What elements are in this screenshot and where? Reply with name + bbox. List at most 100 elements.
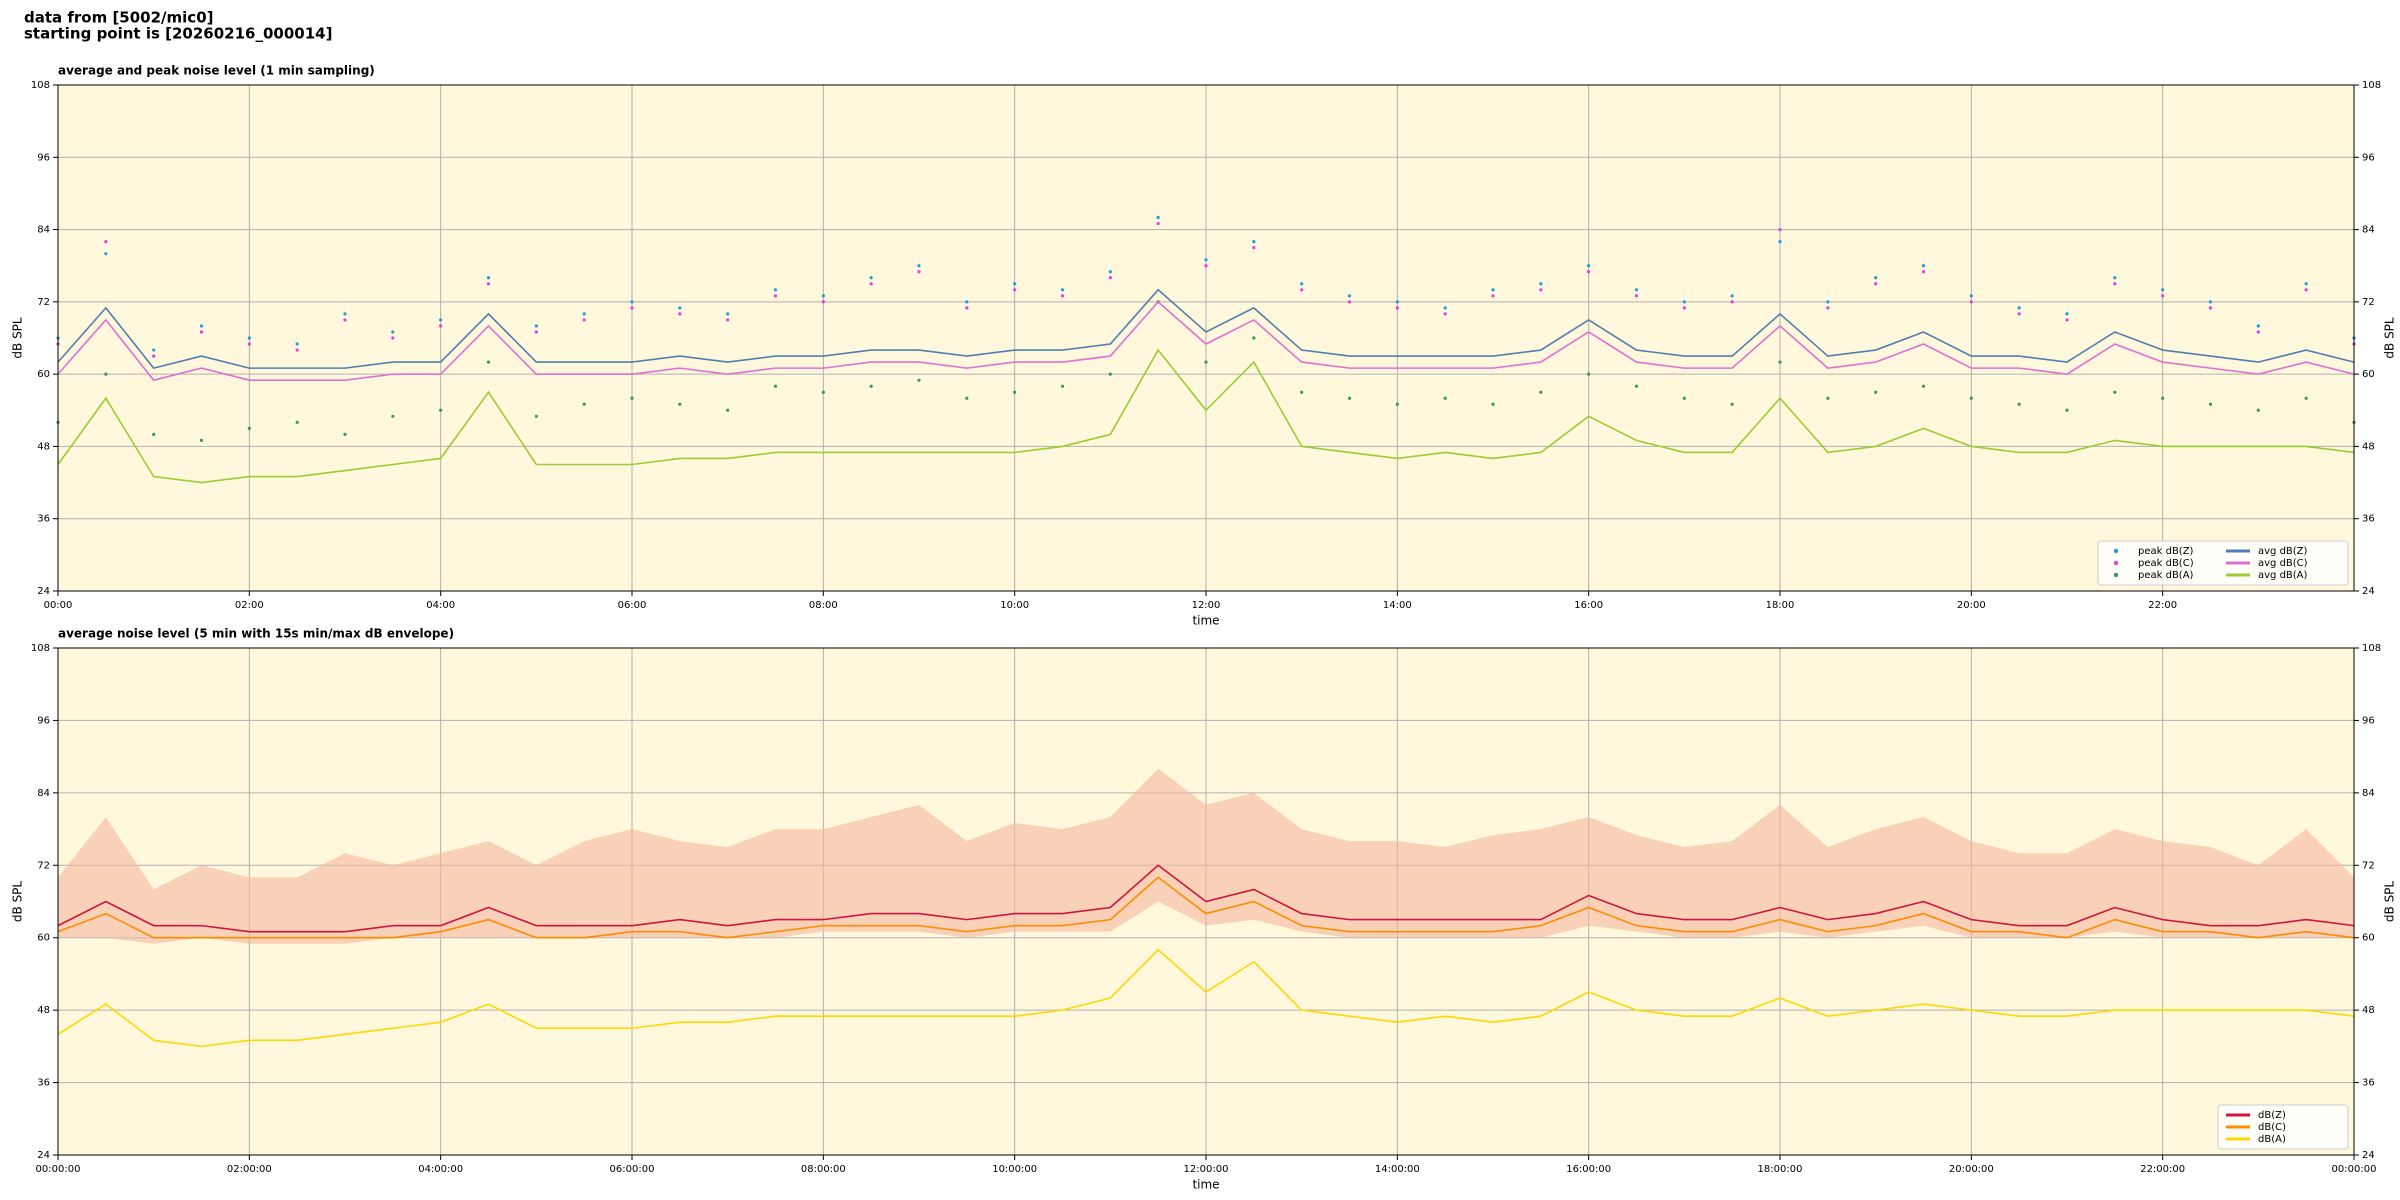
y-tick-label: 36 (37, 514, 50, 525)
series-line (57, 864, 2355, 933)
peak-point (391, 336, 395, 340)
peak-point (1874, 390, 1878, 394)
x-tick-label: 02:00:00 (227, 1164, 272, 1175)
y-tick-label: 60 (37, 933, 50, 944)
y-tick-label: 48 (2362, 441, 2375, 452)
y-tick-label: 36 (2362, 514, 2375, 525)
y-tick-label: 60 (2362, 933, 2375, 944)
peak-point (1300, 288, 1304, 292)
peak-point (821, 300, 825, 304)
peak-point (869, 384, 873, 388)
x-tick-label: 10:00 (1000, 600, 1029, 611)
peak-point (1060, 294, 1065, 298)
x-axis-label: time (1192, 1178, 1219, 1192)
peak-point (582, 312, 586, 316)
peak-point (1013, 390, 1017, 394)
peak-point (1969, 396, 1973, 400)
y-tick-label: 24 (2362, 1150, 2375, 1161)
y-axis-label: dB SPL (2383, 317, 2397, 359)
peak-point (2065, 408, 2069, 412)
legend-label: dB(A) (2258, 1134, 2286, 1145)
peak-point (1587, 264, 1591, 268)
peak-point (152, 348, 156, 352)
peak-point (1778, 240, 1782, 244)
x-tick-label: 12:00 (1192, 600, 1221, 611)
peak-point (678, 312, 682, 316)
peak-point (1443, 312, 1447, 316)
peak-point (439, 318, 443, 322)
y-tick-label: 96 (37, 715, 50, 726)
x-tick-label: 00:00 (44, 600, 73, 611)
peak-point (773, 384, 778, 388)
peak-point (1539, 282, 1543, 286)
y-tick-label: 24 (37, 1150, 50, 1161)
peak-point (869, 282, 873, 286)
peak-point (247, 336, 251, 340)
series-line (57, 300, 2355, 382)
x-tick-label: 14:00 (1383, 600, 1412, 611)
x-tick-label: 16:00 (1574, 600, 1603, 611)
peak-point (1682, 306, 1686, 310)
legend-marker (2113, 572, 2119, 578)
y-tick-label: 60 (2362, 369, 2375, 380)
peak-point (104, 252, 108, 256)
y-tick-label: 36 (2362, 1078, 2375, 1089)
peak-point (1921, 270, 1926, 274)
peak-point (486, 282, 491, 286)
legend-marker (2113, 548, 2119, 554)
peak-point (2161, 294, 2165, 298)
peak-point (1395, 300, 1399, 304)
x-tick-label: 22:00:00 (2140, 1164, 2185, 1175)
peak-point (1730, 300, 1734, 304)
peak-point (486, 360, 491, 364)
y-tick-label: 108 (2362, 643, 2381, 654)
peak-point (1300, 390, 1304, 394)
peak-point (1491, 294, 1495, 298)
legend-label: peak dB(A) (2138, 570, 2194, 581)
peak-point (1347, 396, 1352, 400)
y-tick-label: 72 (37, 297, 50, 308)
peak-point (295, 348, 299, 352)
x-tick-label: 18:00:00 (1758, 1164, 1803, 1175)
series-line (57, 948, 2355, 1048)
peak-point (1013, 282, 1017, 286)
peak-point (2208, 300, 2213, 304)
peak-point (630, 300, 634, 304)
x-tick-label: 22:00 (2148, 600, 2177, 611)
series-line (57, 348, 2355, 484)
y-tick-label: 84 (2362, 225, 2375, 236)
peak-point (391, 330, 395, 334)
x-tick-label: 00:00:00 (36, 1164, 81, 1175)
legend-label: dB(Z) (2258, 1110, 2286, 1121)
peak-point (1730, 402, 1734, 406)
peak-point (152, 354, 156, 358)
peak-point (1204, 258, 1208, 262)
peak-point (2256, 408, 2260, 412)
peak-point (2208, 306, 2213, 310)
legend-label: peak dB(C) (2138, 558, 2194, 569)
peak-point (343, 312, 347, 316)
y-tick-label: 72 (37, 860, 50, 871)
peak-point (1252, 240, 1256, 244)
legend-label: avg dB(C) (2258, 558, 2308, 569)
plot-frame (57, 647, 2355, 1156)
peak-point (1347, 300, 1352, 304)
peak-point (1204, 360, 1208, 364)
peak-point (1730, 294, 1734, 298)
peak-point (534, 330, 538, 334)
y-tick-label: 36 (37, 1078, 50, 1089)
y-tick-label: 72 (2362, 297, 2375, 308)
peak-point (534, 414, 538, 418)
x-tick-label: 20:00 (1957, 600, 1986, 611)
peak-point (678, 306, 682, 310)
y-tick-label: 72 (2362, 860, 2375, 871)
x-tick-label: 12:00:00 (1184, 1164, 1229, 1175)
peak-point (965, 306, 969, 310)
header-line: starting point is [20260216_000014] (24, 25, 332, 43)
peak-point (1395, 306, 1399, 310)
peak-point (1682, 300, 1686, 304)
x-tick-label: 16:00:00 (1566, 1164, 1611, 1175)
legend-box (2217, 1104, 2349, 1150)
peak-point (1443, 306, 1447, 310)
y-tick-label: 84 (37, 225, 50, 236)
